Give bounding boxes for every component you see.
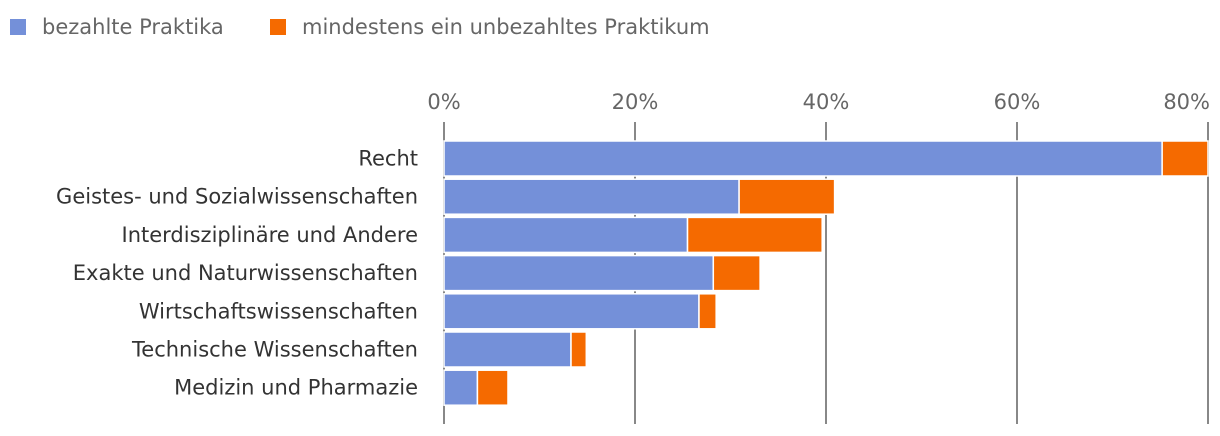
bars xyxy=(443,140,1209,406)
x-tick-label-20: 20% xyxy=(612,90,659,114)
legend-label-1: mindestens ein unbezahltes Praktikum xyxy=(302,15,710,39)
x-tick-label-80: 80% xyxy=(1163,90,1210,114)
category-label-2: Interdisziplinäre und Andere xyxy=(122,223,418,247)
bar-0-6 xyxy=(443,369,479,406)
legend-label-0: bezahlte Praktika xyxy=(42,15,224,39)
bar-1-0 xyxy=(1161,140,1209,177)
category-label-1: Geistes- und Sozialwissenschaften xyxy=(56,185,418,209)
bar-1-1 xyxy=(738,178,836,215)
bar-1-3 xyxy=(712,254,761,292)
legend-swatch-0 xyxy=(10,19,26,35)
category-label-5: Technische Wissenschaften xyxy=(131,338,418,362)
bar-0-1 xyxy=(443,178,740,215)
bar-1-2 xyxy=(686,216,823,254)
category-labels: Recht Geistes- und Sozialwissenschaften In… xyxy=(56,147,418,400)
category-label-0: Recht xyxy=(358,147,418,171)
category-label-4: Wirtschaftswissenschaften xyxy=(139,299,418,323)
legend-swatch-1 xyxy=(270,19,286,35)
legend: bezahlte Praktika mindestens ein unbezahl… xyxy=(10,15,710,39)
bar-0-5 xyxy=(443,331,572,368)
x-tick-label-0: 0% xyxy=(427,90,460,114)
bar-1-4 xyxy=(698,293,717,330)
x-axis-ticks: 0% 20% 40% 60% 80% xyxy=(427,90,1210,114)
bar-1-6 xyxy=(476,369,509,406)
category-label-3: Exakte und Naturwissenschaften xyxy=(73,261,418,285)
x-tick-label-40: 40% xyxy=(803,90,850,114)
x-tick-label-60: 60% xyxy=(994,90,1041,114)
bar-0-4 xyxy=(443,293,700,330)
bar-1-5 xyxy=(570,331,588,368)
bar-0-2 xyxy=(443,216,689,254)
bar-0-0 xyxy=(443,140,1163,177)
bar-0-3 xyxy=(443,254,715,292)
category-label-6: Medizin und Pharmazie xyxy=(174,376,418,400)
